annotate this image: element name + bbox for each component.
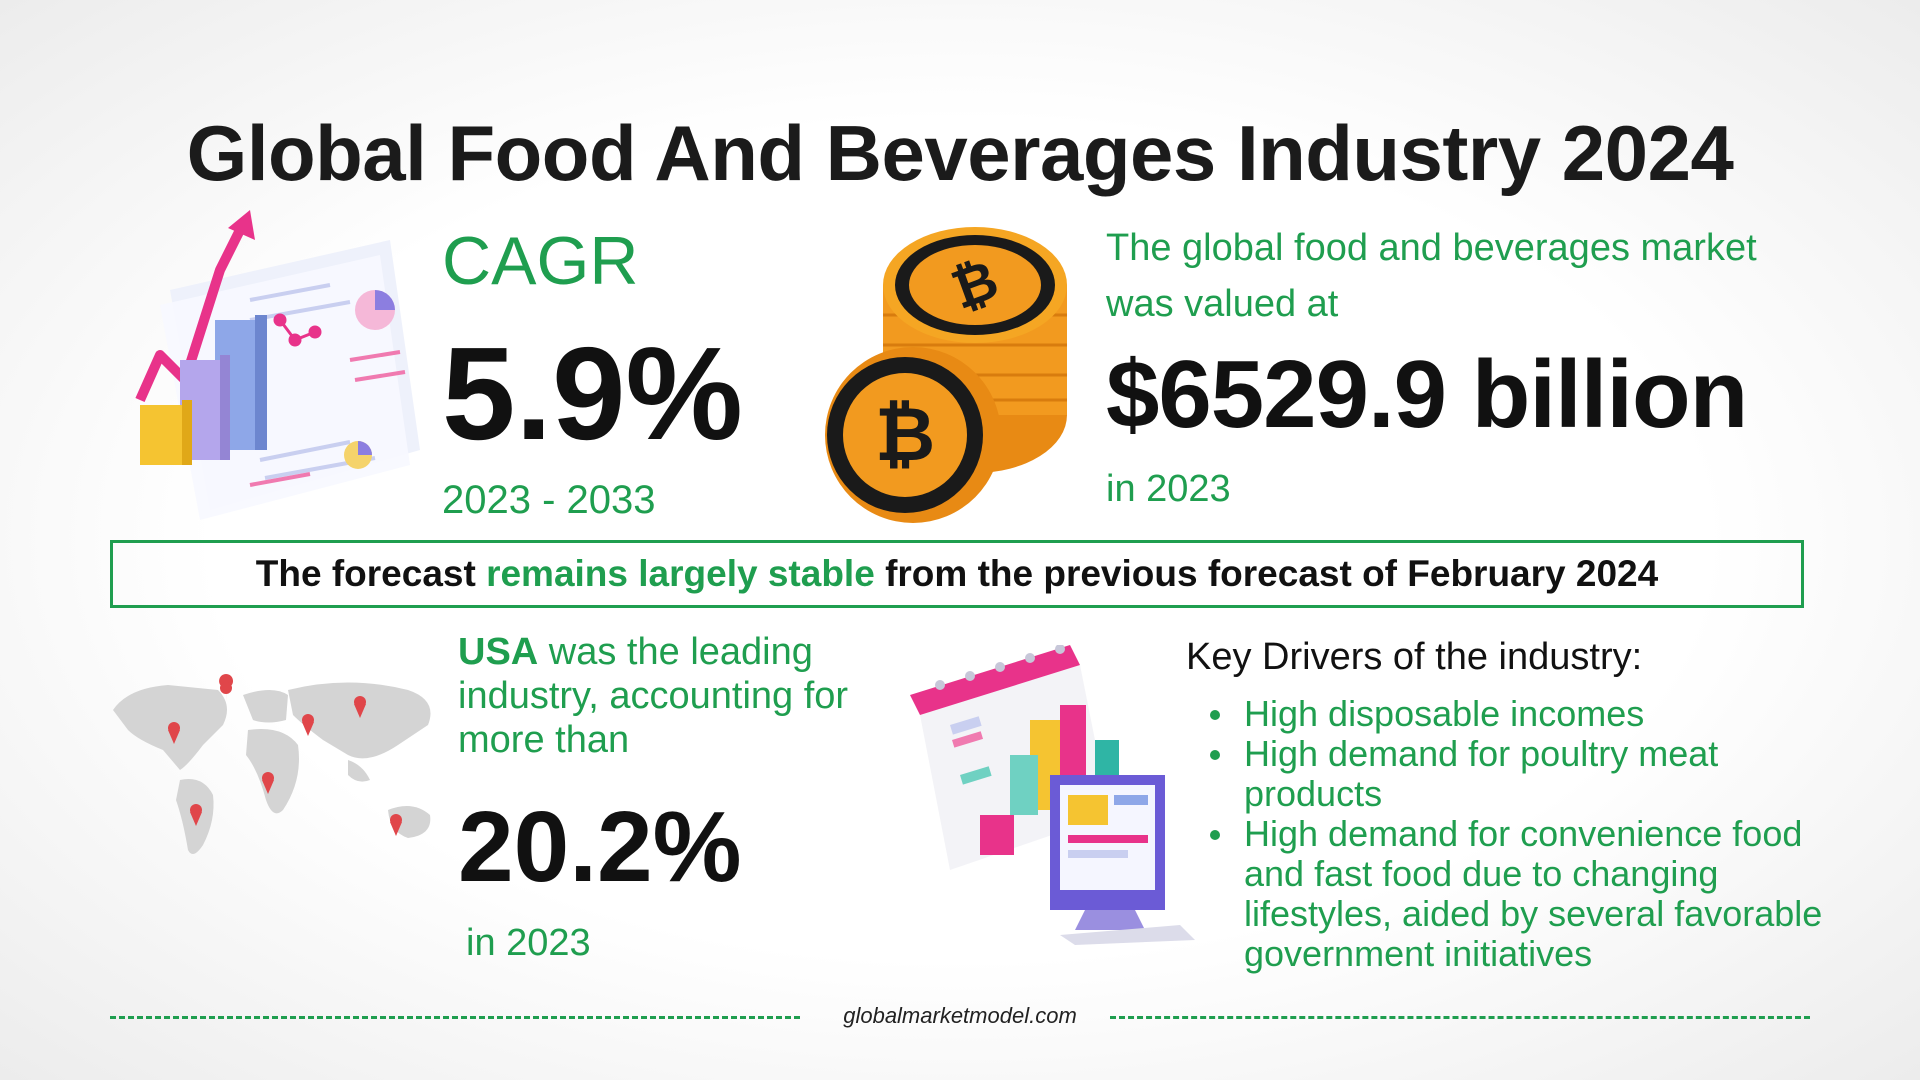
market-year: in 2023 — [1106, 468, 1231, 510]
footer-divider-left — [110, 1016, 800, 1019]
market-description: The global food and beverages market was… — [1106, 227, 1757, 325]
driver-item: High disposable incomes — [1210, 694, 1864, 734]
cagr-period: 2023 - 2033 — [442, 478, 656, 522]
bitcoin-coins-icon: ₿ ₿ — [825, 227, 1067, 523]
usa-description-text: was the leading industry, accounting for… — [458, 631, 849, 761]
driver-item: High demand for convenience food and fas… — [1210, 814, 1864, 974]
footer-site: globalmarketmodel.com — [843, 1003, 1077, 1028]
cagr-label: CAGR — [442, 223, 639, 299]
market-value: $6529.9 billion — [1106, 341, 1748, 448]
usa-year: in 2023 — [466, 922, 591, 964]
svg-text:₿: ₿ — [875, 393, 935, 476]
growth-chart-illustration — [135, 210, 420, 520]
drivers-title: Key Drivers of the industry: — [1186, 636, 1643, 678]
forecast-prefix: The forecast — [255, 553, 476, 594]
forecast-suffix: from the previous forecast of February 2… — [885, 553, 1659, 594]
drivers-list: High disposable incomes High demand for … — [1200, 694, 1864, 974]
world-map-illustration — [113, 674, 431, 854]
usa-description: USA was the leading industry, accounting… — [458, 630, 898, 762]
footer-divider-right — [1110, 1016, 1810, 1019]
cagr-value: 5.9% — [442, 320, 743, 467]
usa-country: USA — [458, 631, 539, 673]
calendar-dashboard-illustration — [910, 645, 1195, 945]
usa-value: 20.2% — [458, 791, 742, 903]
forecast-highlight: remains largely stable — [486, 553, 875, 594]
driver-item: High demand for poultry meat products — [1210, 734, 1864, 814]
page-title: Global Food And Beverages Industry 2024 — [186, 109, 1734, 197]
forecast-banner: The forecast remains largely stable from… — [110, 540, 1804, 608]
